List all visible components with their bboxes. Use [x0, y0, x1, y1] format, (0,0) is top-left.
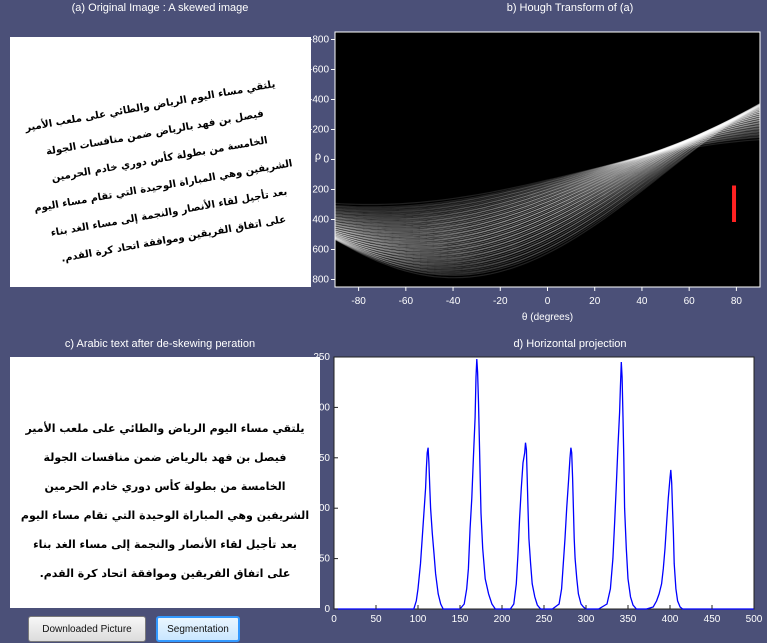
panel-a-title: (a) Original Image : A skewed image	[71, 2, 249, 14]
downloaded-picture-button[interactable]: Downloaded Picture	[28, 616, 146, 642]
deskewed-text-line: الشريفين وهي المباراة الوحيدة التي تقام …	[20, 509, 310, 522]
hough-ylabel: ρ	[315, 151, 321, 163]
projection-ytick-label: 200	[313, 402, 330, 413]
projection-xtick-label: 0	[331, 614, 337, 625]
hough-ytick-label: -400	[309, 95, 329, 106]
hough-ytick-label: 200	[312, 185, 329, 196]
deskewed-text-line: على اتفاق الفريقين وموافقة اتحاد كرة الق…	[39, 567, 291, 580]
projection-xtick-label: 400	[662, 614, 679, 625]
projection-xtick-label: 350	[620, 614, 637, 625]
hough-ytick-label: 600	[312, 245, 329, 256]
projection-series-line	[334, 358, 754, 610]
projection-xtick-label: 150	[452, 614, 469, 625]
panel-b-title: b) Hough Transform of (a)	[506, 2, 634, 14]
projection-ytick-label: 0	[324, 604, 330, 615]
hough-peak	[732, 206, 737, 215]
deskewed-text-line: فيصل بن فهد بالرياض ضمن منافسات الجولة	[43, 451, 287, 464]
hough-peak	[732, 185, 737, 194]
panel-c-title: c) Arabic text after de-skewing peration	[64, 338, 256, 350]
deskewed-text-line: الخامسة من بطولة كأس دوري خادم الحرمين	[44, 480, 286, 493]
deskewed-text-line: يلتقي مساء اليوم الرياض والطائي على ملعب…	[25, 422, 305, 435]
hough-peak	[732, 199, 737, 207]
projection-xtick-label: 450	[704, 614, 721, 625]
deskewed-text-line: بعد تأجيل لقاء الأنصار والنجمة إلى مساء …	[33, 538, 297, 551]
hough-xtick-label: 20	[589, 296, 601, 307]
skewed-image: يلتقي مساء اليوم الرياض والطائي على ملعب…	[10, 37, 311, 287]
hough-ytick-label: -800	[309, 35, 329, 46]
hough-sinusoids	[335, 103, 760, 279]
segmentation-button[interactable]: Segmentation	[156, 616, 240, 642]
projection-xtick-label: 100	[410, 614, 427, 625]
projection-xtick-label: 50	[370, 614, 382, 625]
hough-xtick-label: -20	[493, 296, 508, 307]
hough-ytick-label: 400	[312, 215, 329, 226]
hough-xtick-label: -60	[399, 296, 414, 307]
projection-xtick-label: 200	[494, 614, 511, 625]
projection-xtick-label: 300	[578, 614, 595, 625]
hough-ytick-label: 0	[323, 155, 329, 166]
hough-xlabel: θ (degrees)	[522, 312, 573, 323]
panel-d-title: d) Horizontal projection	[513, 338, 627, 350]
hough-peak	[732, 191, 737, 200]
hough-xtick-label: -80	[351, 296, 366, 307]
projection-xtick-label: 500	[746, 614, 763, 625]
projection-xtick-label: 250	[536, 614, 553, 625]
hough-ytick-label: 800	[312, 275, 329, 286]
projection-ytick-label: 150	[313, 453, 330, 464]
projection-ytick-label: 50	[319, 554, 331, 565]
hough-ytick-label: -200	[309, 125, 329, 136]
hough-ytick-label: -600	[309, 65, 329, 76]
hough-xtick-label: -40	[446, 296, 461, 307]
projection-ytick-label: 250	[313, 352, 330, 363]
projection-plot-area	[333, 356, 755, 610]
hough-xtick-label: 60	[684, 296, 696, 307]
hough-xtick-label: 0	[545, 296, 551, 307]
deskewed-image: يلتقي مساء اليوم الرياض والطائي على ملعب…	[10, 357, 320, 608]
hough-xtick-label: 40	[636, 296, 648, 307]
hough-peak	[732, 214, 737, 222]
hough-xtick-label: 80	[731, 296, 743, 307]
hough-background	[335, 32, 760, 287]
projection-ytick-label: 100	[313, 503, 330, 514]
